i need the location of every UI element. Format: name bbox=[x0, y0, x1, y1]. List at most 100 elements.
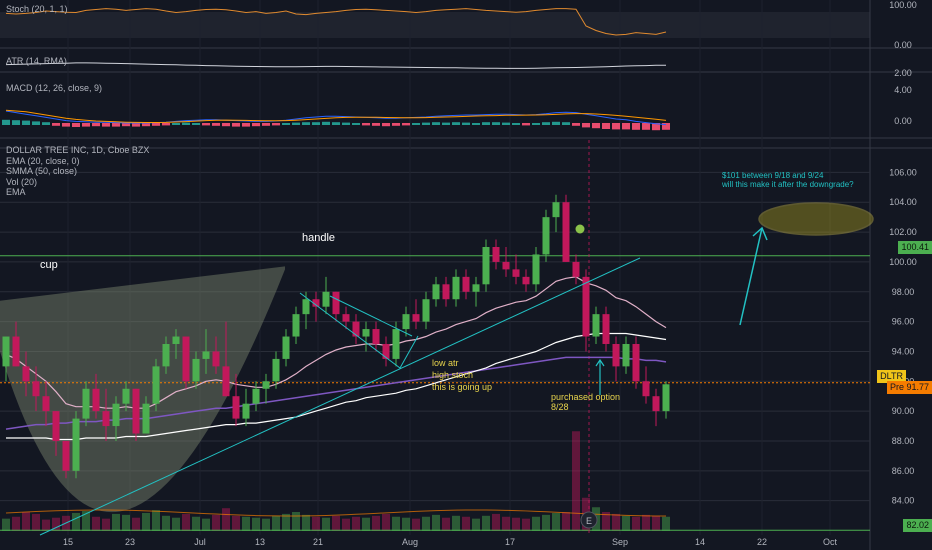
volume-bar bbox=[202, 518, 210, 531]
low-atr-note: low atr bbox=[432, 358, 459, 368]
symbol-tag: DLTR bbox=[877, 370, 906, 383]
y-tick-label: 88.00 bbox=[892, 436, 915, 446]
volume-bar bbox=[162, 515, 170, 531]
candle-body bbox=[512, 269, 520, 277]
macd-histogram-bar bbox=[562, 122, 570, 125]
candle-body bbox=[372, 329, 380, 344]
candle-body bbox=[642, 381, 650, 397]
volume-bar bbox=[332, 515, 340, 531]
candle-body bbox=[532, 254, 540, 285]
macd-histogram-bar bbox=[302, 122, 310, 125]
macd-histogram-bar bbox=[312, 122, 320, 125]
macd-histogram-bar bbox=[592, 123, 600, 129]
macd-histogram-bar bbox=[42, 122, 50, 125]
macd-histogram-bar bbox=[192, 123, 200, 125]
legend-ema: EMA bbox=[6, 187, 26, 197]
volume-bar bbox=[242, 516, 250, 531]
macd-histogram-bar bbox=[352, 123, 360, 125]
y-tick-label: 96.00 bbox=[892, 317, 915, 327]
macd-histogram-bar bbox=[472, 123, 480, 125]
candle-body bbox=[362, 329, 370, 337]
candle-body bbox=[42, 396, 50, 412]
candle-body bbox=[202, 351, 210, 359]
macd-histogram-bar bbox=[222, 123, 230, 127]
resistance-price-tag: 100.41 bbox=[898, 241, 932, 254]
macd-histogram-bar bbox=[142, 123, 150, 127]
atr-tick-label: 2.00 bbox=[894, 68, 912, 78]
purchase-arrowhead bbox=[595, 358, 605, 367]
x-tick-label: 23 bbox=[125, 537, 135, 547]
volume-bar bbox=[442, 517, 450, 531]
handle-drawing bbox=[299, 292, 419, 369]
volume-ma-line bbox=[5, 509, 667, 517]
volume-bar bbox=[422, 516, 430, 531]
candle-body bbox=[332, 291, 340, 315]
candle-body bbox=[352, 321, 360, 337]
volume-bar bbox=[132, 517, 140, 531]
earnings-label: E bbox=[586, 516, 592, 526]
purchase-note: purchased option bbox=[551, 392, 620, 402]
candle-body bbox=[172, 336, 180, 344]
volume-bar bbox=[532, 516, 540, 531]
x-tick-label: 17 bbox=[505, 537, 515, 547]
macd-histogram-bar bbox=[342, 122, 350, 125]
candle-body bbox=[382, 343, 390, 359]
macd-histogram-bar bbox=[122, 123, 130, 127]
main-legend: DOLLAR TREE INC, 1D, Cboe BZX EMA (20, c… bbox=[6, 145, 149, 198]
volume-bar bbox=[42, 519, 50, 531]
volume-bar bbox=[32, 513, 40, 531]
volume-bar bbox=[492, 513, 500, 531]
macd-tick-label: 4.00 bbox=[894, 85, 912, 95]
volume-bar bbox=[12, 516, 20, 531]
macd-histogram-bar bbox=[512, 123, 520, 125]
candle-body bbox=[552, 202, 560, 218]
volume-bar bbox=[252, 517, 260, 531]
volume-bar bbox=[282, 513, 290, 531]
volume-bar bbox=[262, 518, 270, 531]
candle-body bbox=[152, 366, 160, 404]
candle-body bbox=[262, 381, 270, 389]
macd-histogram-bar bbox=[372, 123, 380, 126]
volume-bar bbox=[642, 514, 650, 531]
candle-body bbox=[292, 314, 300, 337]
macd-histogram-bar bbox=[72, 123, 80, 127]
volume-bar bbox=[212, 514, 220, 531]
candle-body bbox=[312, 299, 320, 307]
macd-histogram-bar bbox=[2, 119, 10, 125]
candle-body bbox=[412, 314, 420, 322]
candle-body bbox=[602, 314, 610, 344]
candle-body bbox=[342, 314, 350, 322]
macd-histogram-bar bbox=[522, 123, 530, 126]
volume-bar bbox=[292, 512, 300, 531]
volume-bar bbox=[112, 513, 120, 531]
macd-histogram-bar bbox=[262, 123, 270, 126]
macd-histogram-bar bbox=[92, 123, 100, 127]
candle-body bbox=[192, 358, 200, 382]
volume-bar bbox=[272, 515, 280, 531]
low-atr-note: high stoch bbox=[432, 370, 473, 380]
macd-line bbox=[5, 110, 667, 126]
volume-bar bbox=[472, 518, 480, 531]
volume-bar bbox=[102, 518, 110, 531]
candle-body bbox=[272, 358, 280, 382]
macd-histogram-bar bbox=[422, 122, 430, 125]
candle-body bbox=[32, 381, 40, 397]
candle-body bbox=[132, 388, 140, 434]
candle-body bbox=[72, 418, 80, 471]
y-tick-label: 98.00 bbox=[892, 287, 915, 297]
candle-body bbox=[482, 246, 490, 285]
volume-bar bbox=[572, 431, 580, 531]
volume-bar bbox=[222, 508, 230, 531]
macd-histogram-bar bbox=[482, 122, 490, 125]
candle-body bbox=[252, 388, 260, 404]
candle-body bbox=[242, 403, 250, 419]
volume-bar bbox=[622, 515, 630, 531]
y-tick-label: 104.00 bbox=[889, 197, 917, 207]
candle-body bbox=[82, 388, 90, 419]
candle-body bbox=[142, 403, 150, 434]
target-note: will this make it after the downgrade? bbox=[721, 180, 854, 189]
macd-histogram-bar bbox=[662, 123, 670, 130]
volume-bar bbox=[662, 516, 670, 531]
macd-histogram-bar bbox=[212, 123, 220, 126]
